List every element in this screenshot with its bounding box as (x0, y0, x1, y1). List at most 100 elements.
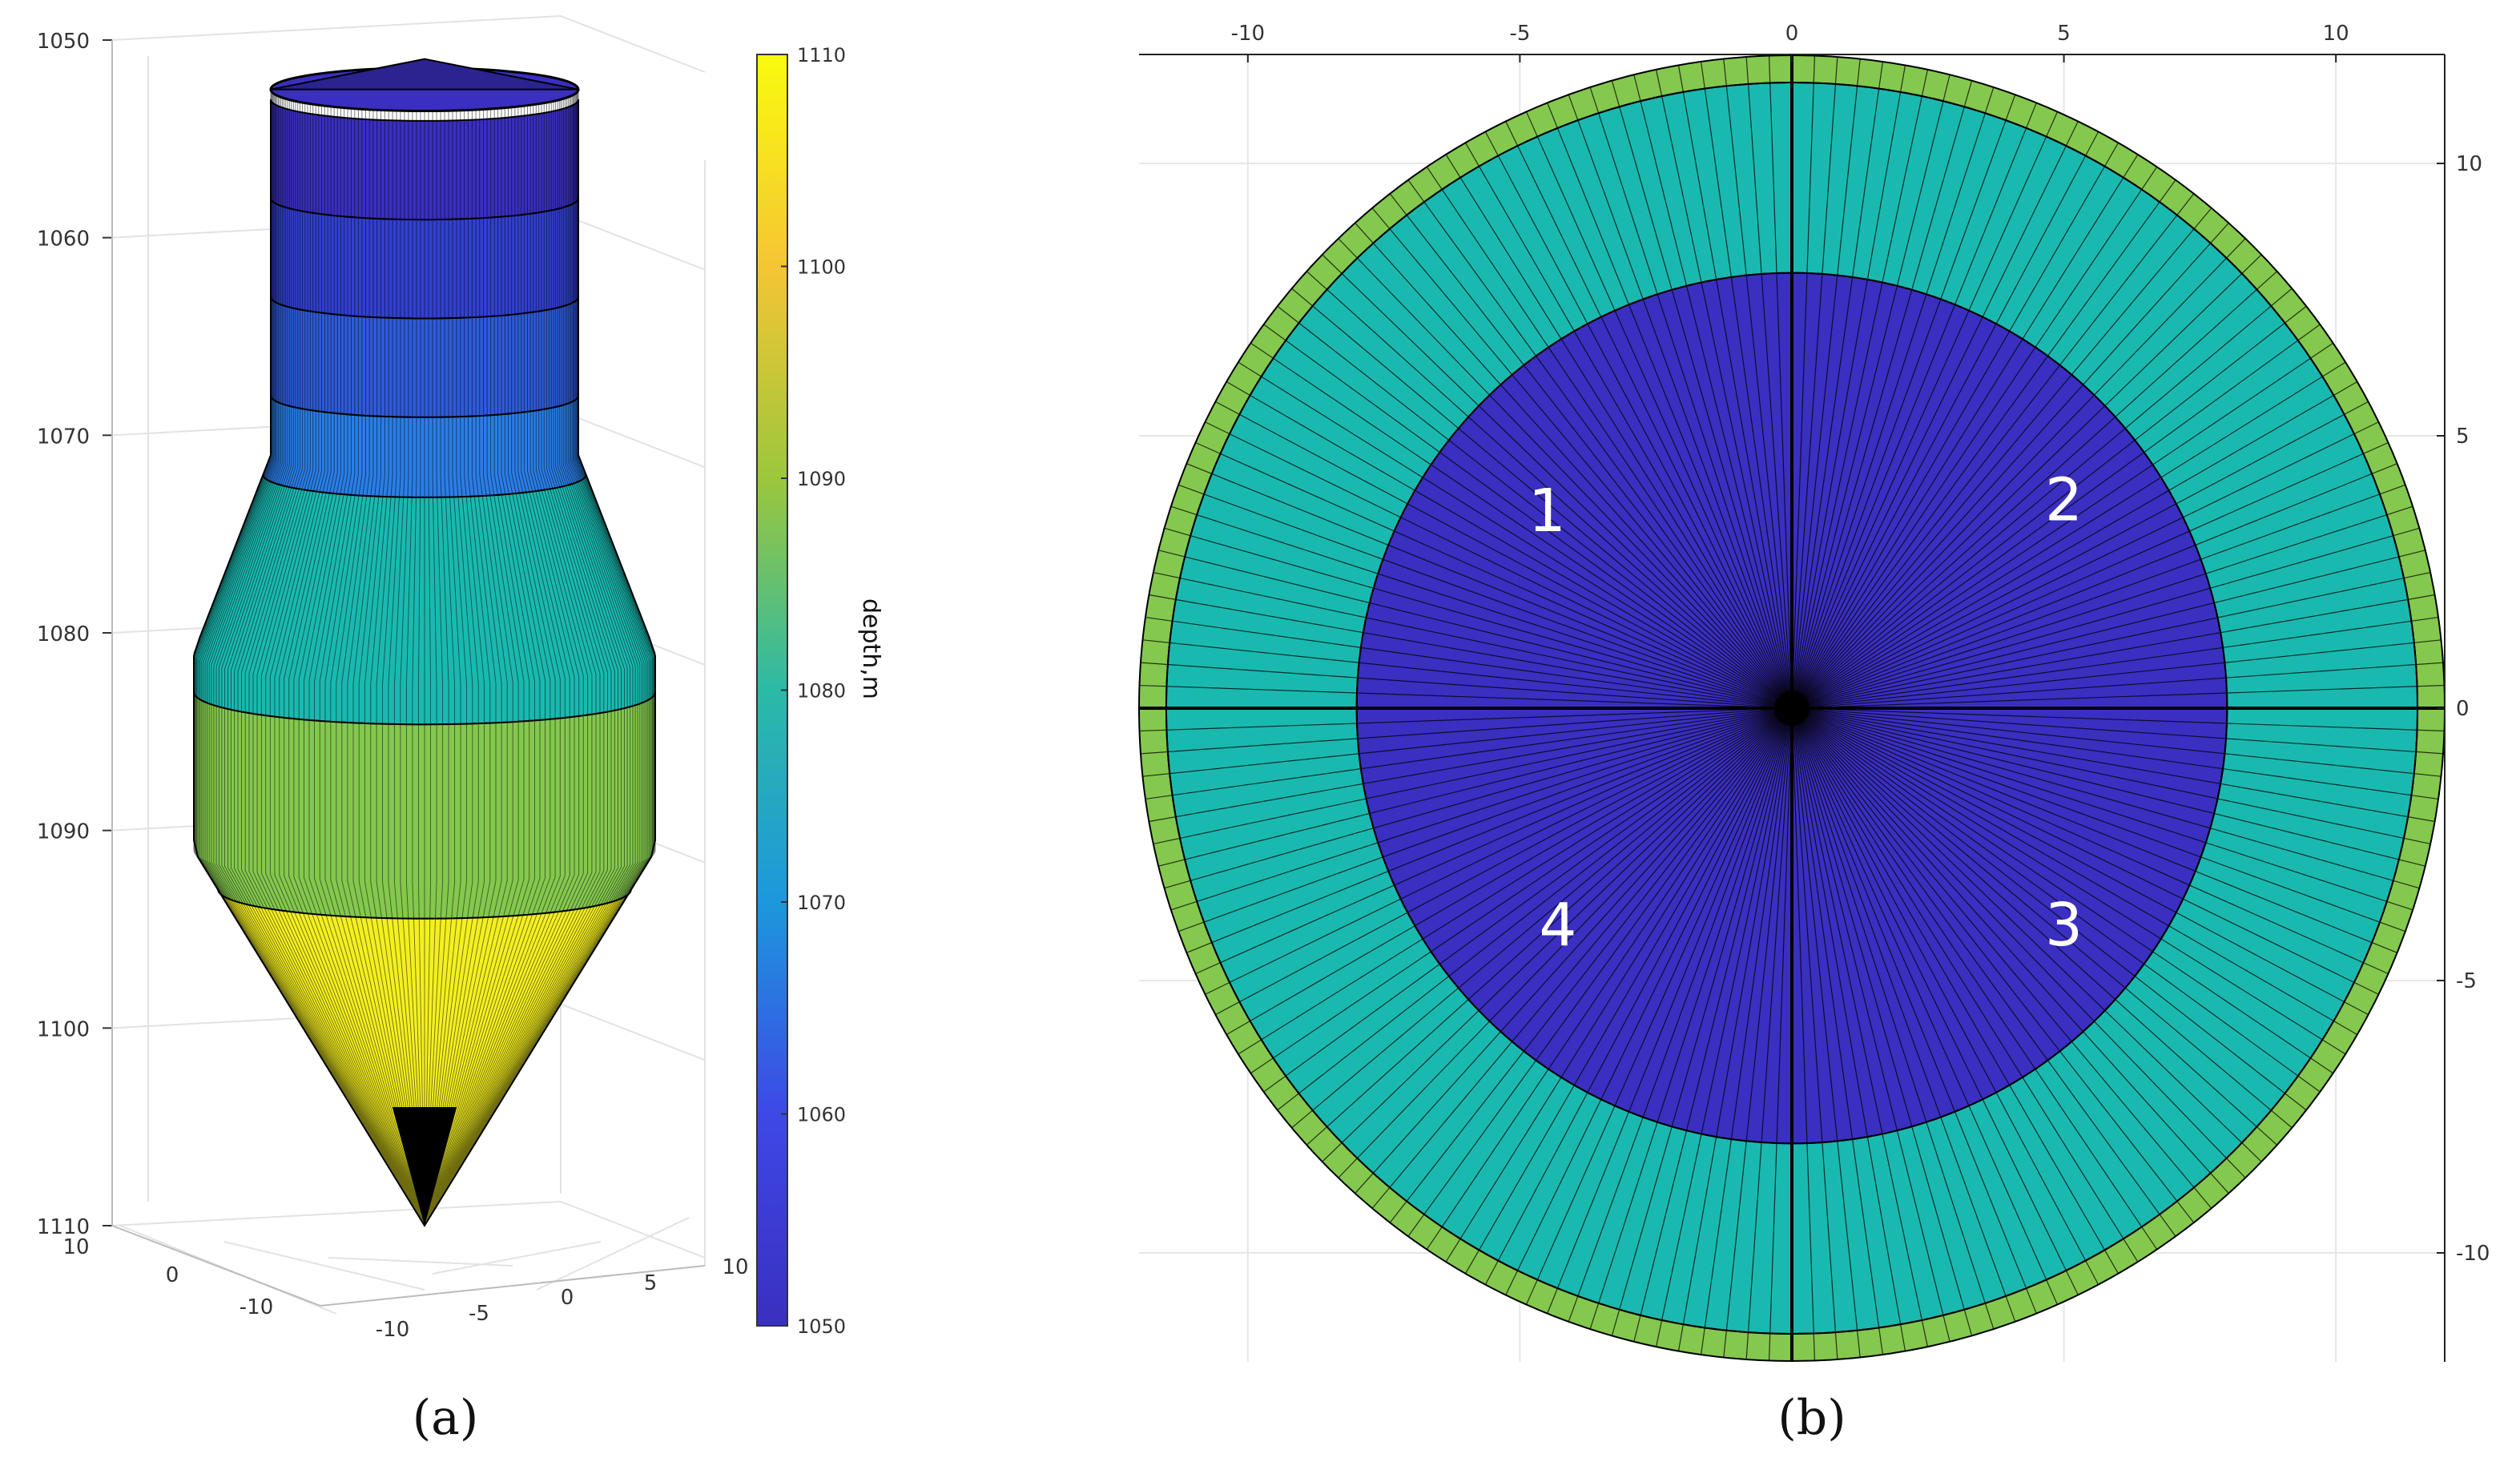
sector-line (1791, 166, 2158, 709)
mesh-line (231, 101, 425, 1226)
z-tick-label: 1110 (37, 1215, 90, 1239)
colorbar-tick-label: 1060 (797, 1104, 846, 1126)
mesh-line (234, 101, 425, 1226)
sector-line (1633, 707, 1793, 1342)
sector-line (1791, 527, 2420, 709)
y-tick-label: 0 (166, 1263, 179, 1287)
sector-line (1195, 707, 1793, 975)
sector-line (1791, 324, 2321, 709)
sector-line (1791, 707, 1861, 1358)
sector-line (1153, 571, 1793, 709)
mesh-line (424, 107, 551, 1226)
mesh-line (424, 111, 437, 1226)
mesh-line (204, 95, 425, 1226)
sector-line (1145, 707, 1793, 800)
sector-line (1791, 707, 2369, 1016)
sector-line (1139, 684, 1793, 709)
sector-line (1338, 707, 1793, 1178)
sector-line (1791, 94, 2016, 709)
mesh-line (284, 106, 425, 1226)
colorbar-tick-label: 1100 (797, 256, 846, 279)
mesh-line (424, 108, 530, 1226)
sector-line (1791, 707, 2321, 1093)
sector-line (1723, 58, 1793, 709)
mesh-line (224, 100, 425, 1226)
mesh-line (376, 110, 425, 1226)
mesh-line (352, 110, 425, 1226)
sector-line (1791, 707, 2379, 995)
mesh-line (424, 110, 473, 1226)
sector-line (1791, 707, 1995, 1330)
x-tick-label: 5 (2057, 22, 2071, 46)
sector-line (1177, 484, 1793, 709)
sector-line (1164, 707, 1793, 889)
sector-line (1589, 87, 1793, 709)
x-tick-label: -5 (469, 1302, 489, 1326)
sector-line (1484, 707, 1793, 1285)
colorbar-tick-label: 1070 (797, 892, 846, 914)
sector-line (1791, 616, 2439, 709)
colorbar-tick-label: 1080 (797, 680, 846, 703)
sector-line (1371, 707, 1793, 1209)
mesh-line (330, 109, 425, 1226)
mesh-line (424, 95, 645, 1226)
mesh-line (256, 104, 425, 1226)
mesh-line (424, 108, 525, 1226)
colorbar: 1110 1100 1090 1080 1070 1060 1050 (756, 44, 846, 1338)
sector-line (1791, 207, 2212, 709)
sector-line (1791, 361, 2346, 709)
mesh-line (424, 109, 513, 1226)
sector-line (1791, 662, 2444, 709)
sector-line (1791, 707, 2158, 1250)
y-tick-label: 10 (2456, 152, 2482, 176)
sector-line (1791, 639, 2442, 709)
sector-line (1355, 707, 1793, 1194)
grid-line (560, 212, 706, 271)
sector-line (1791, 707, 2099, 1285)
sector-line (1464, 707, 1793, 1275)
mesh-line (208, 97, 425, 1226)
sector-line (1791, 707, 2278, 1146)
sector-line (1611, 80, 1793, 709)
mesh-line (364, 110, 425, 1226)
sector-line (1142, 707, 1793, 777)
sector-line (1791, 707, 1950, 1342)
z-axis: 1050 1060 1070 1080 1090 1100 1110 (37, 30, 113, 1239)
sector-line (1215, 401, 1793, 709)
sector-line (1791, 707, 2413, 911)
sector-line (1164, 527, 1793, 709)
sector-line (1791, 707, 2439, 800)
sector-line (1791, 56, 1838, 709)
sector-line (1791, 342, 2334, 709)
sector-line (1426, 707, 1793, 1250)
mesh-line (424, 96, 642, 1226)
mesh-line (424, 104, 593, 1226)
mesh-line (424, 111, 449, 1226)
sector-line (1791, 55, 1816, 709)
cone-tip (392, 1107, 457, 1226)
sector-line (1791, 550, 2425, 709)
floor-grid (223, 1241, 425, 1291)
mesh-line (424, 103, 605, 1226)
sector-line (1291, 288, 1793, 709)
sector-line (1407, 179, 1793, 709)
x-tick-label: 0 (561, 1286, 574, 1310)
mesh-line (260, 104, 425, 1226)
sector-line (1791, 65, 1906, 709)
sector-line (1371, 207, 1793, 709)
mesh-line (424, 97, 641, 1226)
mesh-line (221, 99, 425, 1226)
mesh-line (199, 94, 425, 1226)
mesh-line (211, 97, 425, 1226)
sector-line (1791, 381, 2358, 709)
mesh-line (241, 103, 425, 1226)
mesh-line (324, 108, 425, 1226)
sector-line (1791, 707, 1816, 1361)
sector-line (1322, 254, 1793, 709)
sector-line (1464, 142, 1793, 709)
floor-grid (432, 1241, 602, 1275)
sector-line (1791, 463, 2397, 709)
sector-line (1791, 707, 2307, 1111)
sector-line (1791, 87, 1995, 709)
